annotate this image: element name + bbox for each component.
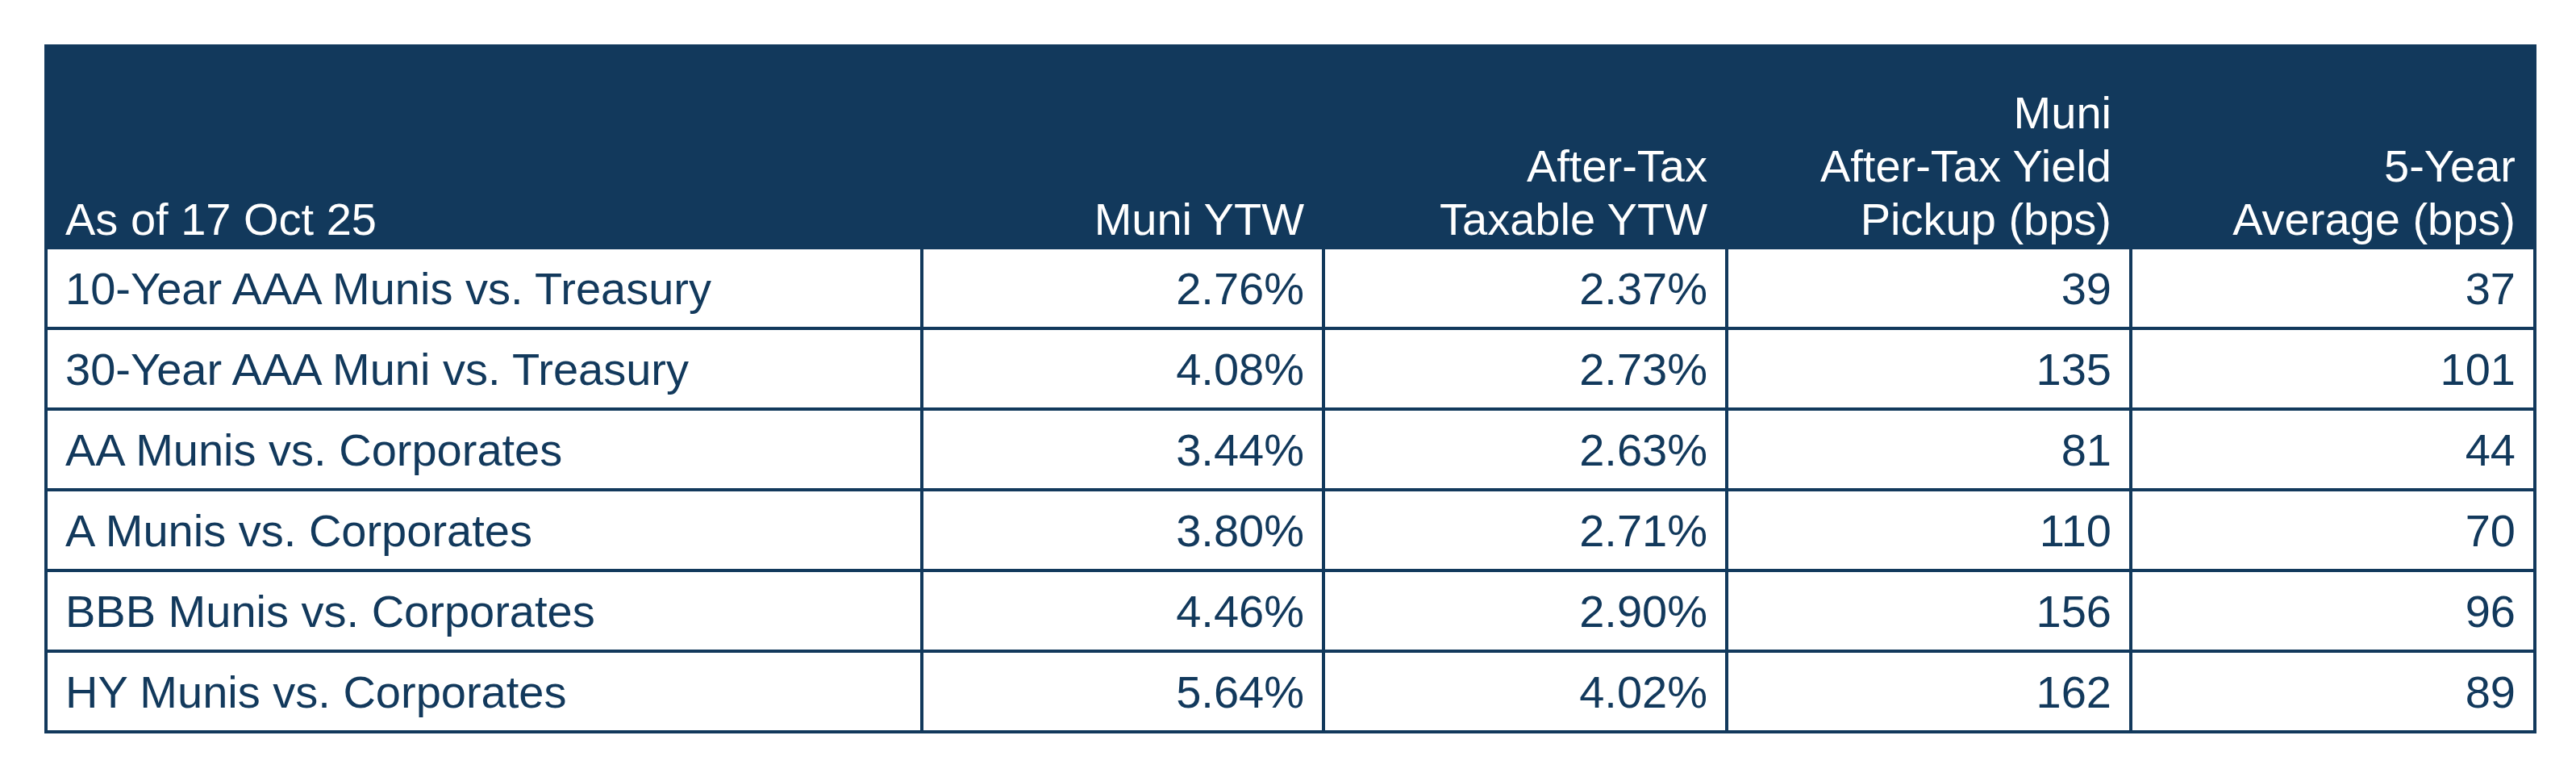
cell-after-tax-taxable-ytw: 2.90% bbox=[1323, 570, 1727, 651]
cell-muni-ytw: 3.80% bbox=[922, 490, 1323, 570]
table-row: 10-Year AAA Munis vs. Treasury 2.76% 2.3… bbox=[46, 248, 2535, 328]
table-row: HY Munis vs. Corporates 5.64% 4.02% 162 … bbox=[46, 651, 2535, 732]
cell-after-tax-taxable-ytw: 2.73% bbox=[1323, 328, 1727, 409]
cell-after-tax-taxable-ytw: 2.37% bbox=[1323, 248, 1727, 328]
cell-pickup-bps: 156 bbox=[1727, 570, 2131, 651]
cell-pickup-bps: 162 bbox=[1727, 651, 2131, 732]
row-label: BBB Munis vs. Corporates bbox=[46, 570, 922, 651]
cell-pickup-bps: 39 bbox=[1727, 248, 2131, 328]
cell-pickup-bps: 110 bbox=[1727, 490, 2131, 570]
table-row: BBB Munis vs. Corporates 4.46% 2.90% 156… bbox=[46, 570, 2535, 651]
cell-5yr-avg-bps: 89 bbox=[2131, 651, 2535, 732]
page-canvas: As of 17 Oct 25 Muni YTW After-Tax Taxab… bbox=[0, 0, 2576, 773]
muni-yield-table: As of 17 Oct 25 Muni YTW After-Tax Taxab… bbox=[44, 44, 2536, 733]
cell-after-tax-taxable-ytw: 2.63% bbox=[1323, 409, 1727, 490]
header-muni-ytw: Muni YTW bbox=[922, 46, 1323, 248]
cell-muni-ytw: 4.08% bbox=[922, 328, 1323, 409]
table-row: A Munis vs. Corporates 3.80% 2.71% 110 7… bbox=[46, 490, 2535, 570]
cell-muni-ytw: 3.44% bbox=[922, 409, 1323, 490]
table-row: AA Munis vs. Corporates 3.44% 2.63% 81 4… bbox=[46, 409, 2535, 490]
cell-5yr-avg-bps: 44 bbox=[2131, 409, 2535, 490]
cell-pickup-bps: 81 bbox=[1727, 409, 2131, 490]
row-label: 10-Year AAA Munis vs. Treasury bbox=[46, 248, 922, 328]
header-row: As of 17 Oct 25 Muni YTW After-Tax Taxab… bbox=[46, 46, 2535, 248]
cell-after-tax-taxable-ytw: 4.02% bbox=[1323, 651, 1727, 732]
cell-after-tax-taxable-ytw: 2.71% bbox=[1323, 490, 1727, 570]
cell-muni-ytw: 2.76% bbox=[922, 248, 1323, 328]
row-label: A Munis vs. Corporates bbox=[46, 490, 922, 570]
cell-pickup-bps: 135 bbox=[1727, 328, 2131, 409]
cell-5yr-avg-bps: 70 bbox=[2131, 490, 2535, 570]
cell-muni-ytw: 4.46% bbox=[922, 570, 1323, 651]
row-label: 30-Year AAA Muni vs. Treasury bbox=[46, 328, 922, 409]
cell-5yr-avg-bps: 37 bbox=[2131, 248, 2535, 328]
table-row: 30-Year AAA Muni vs. Treasury 4.08% 2.73… bbox=[46, 328, 2535, 409]
header-5-year-average: 5-Year Average (bps) bbox=[2131, 46, 2535, 248]
row-label: HY Munis vs. Corporates bbox=[46, 651, 922, 732]
row-label: AA Munis vs. Corporates bbox=[46, 409, 922, 490]
table-body: 10-Year AAA Munis vs. Treasury 2.76% 2.3… bbox=[46, 248, 2535, 732]
cell-5yr-avg-bps: 96 bbox=[2131, 570, 2535, 651]
cell-5yr-avg-bps: 101 bbox=[2131, 328, 2535, 409]
cell-muni-ytw: 5.64% bbox=[922, 651, 1323, 732]
header-as-of-date: As of 17 Oct 25 bbox=[46, 46, 922, 248]
header-muni-after-tax-yield-pickup: Muni After-Tax Yield Pickup (bps) bbox=[1727, 46, 2131, 248]
table-header: As of 17 Oct 25 Muni YTW After-Tax Taxab… bbox=[46, 46, 2535, 248]
header-after-tax-taxable-ytw: After-Tax Taxable YTW bbox=[1323, 46, 1727, 248]
